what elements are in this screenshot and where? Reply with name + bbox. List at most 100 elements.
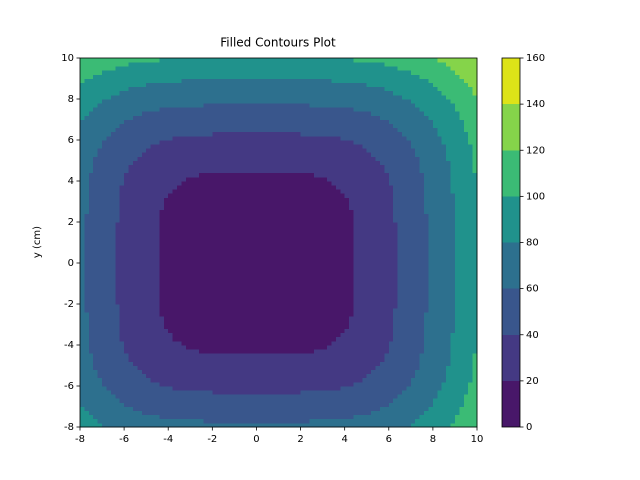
contour-cell xyxy=(357,234,363,239)
contour-cell xyxy=(229,205,235,211)
contour-cell xyxy=(265,271,271,276)
contour-cell xyxy=(252,205,257,211)
contour-cell xyxy=(274,304,279,309)
contour-cell xyxy=(402,238,407,243)
contour-cell xyxy=(159,230,165,235)
contour-cell xyxy=(278,230,284,235)
contour-cell xyxy=(424,271,429,276)
contour-cell xyxy=(119,390,125,395)
contour-cell xyxy=(282,406,288,411)
contour-cell xyxy=(225,332,231,338)
contour-cell xyxy=(252,373,257,379)
contour-cell xyxy=(124,414,129,420)
contour-cell xyxy=(327,345,332,350)
contour-cell xyxy=(340,291,346,297)
contour-cell xyxy=(216,279,222,284)
contour-cell xyxy=(97,246,103,252)
contour-cell xyxy=(265,373,271,379)
contour-cell xyxy=(309,377,315,383)
contour-cell xyxy=(274,299,279,305)
contour-cell xyxy=(97,205,103,211)
contour-cell xyxy=(318,238,324,243)
contour-cell xyxy=(97,422,103,428)
contour-cell xyxy=(119,345,125,350)
contour-cell xyxy=(225,320,231,325)
contour-cell xyxy=(159,361,165,366)
contour-cell xyxy=(274,361,279,366)
contour-cell xyxy=(432,381,438,387)
contour-cell xyxy=(137,328,143,334)
contour-cell xyxy=(141,402,147,407)
contour-cell xyxy=(207,209,213,215)
contour-cell xyxy=(309,312,315,317)
contour-cell xyxy=(384,361,390,366)
contour-cell xyxy=(415,349,421,354)
contour-cell xyxy=(300,373,306,379)
contour-cell xyxy=(203,213,209,219)
contour-cell xyxy=(304,213,310,219)
contour-cell xyxy=(274,222,279,227)
contour-cell xyxy=(468,402,473,407)
contour-cell xyxy=(238,238,244,243)
contour-cell xyxy=(93,410,99,416)
contour-cell xyxy=(265,250,271,256)
contour-cell xyxy=(472,283,478,288)
contour-cell xyxy=(322,238,328,243)
contour-cell xyxy=(410,332,416,338)
contour-cell xyxy=(468,398,473,403)
contour-cell xyxy=(282,291,288,297)
contour-cell xyxy=(335,283,341,288)
contour-cell xyxy=(141,332,147,338)
contour-cell xyxy=(110,185,116,190)
contour-cell xyxy=(93,320,99,325)
contour-cell xyxy=(304,238,310,243)
contour-cell xyxy=(379,213,385,219)
contour-cell xyxy=(375,361,381,366)
contour-cell xyxy=(229,254,235,260)
contour-cell xyxy=(459,381,465,387)
contour-cell xyxy=(260,320,266,325)
contour-cell xyxy=(357,238,363,243)
contour-cell xyxy=(397,226,403,231)
contour-cell xyxy=(252,263,257,268)
contour-cell xyxy=(199,213,204,219)
contour-cell xyxy=(194,312,200,317)
contour-cell xyxy=(437,386,443,391)
contour-cell xyxy=(212,209,218,215)
contour-cell xyxy=(402,213,407,219)
contour-cell xyxy=(331,340,337,346)
contour-cell xyxy=(199,361,204,366)
contour-cell xyxy=(344,242,350,247)
contour-cell xyxy=(199,410,204,416)
contour-cell xyxy=(234,406,240,411)
contour-cell xyxy=(221,377,226,383)
contour-cell xyxy=(238,414,244,420)
contour-cell xyxy=(243,316,249,321)
contour-cell xyxy=(388,230,394,235)
contour-cell xyxy=(318,320,324,325)
contour-cell xyxy=(84,275,90,280)
contour-cell xyxy=(247,234,253,239)
contour-cell xyxy=(199,246,204,252)
contour-cell xyxy=(229,328,235,334)
contour-cell xyxy=(432,205,438,211)
contour-cell xyxy=(340,365,346,370)
contour-cell xyxy=(88,222,94,227)
contour-cell xyxy=(115,185,121,190)
contour-cell xyxy=(313,213,319,219)
contour-cell xyxy=(459,402,465,407)
contour-cell xyxy=(234,316,240,321)
contour-cell xyxy=(393,353,398,358)
contour-cell xyxy=(454,373,460,379)
contour-cell xyxy=(93,345,99,350)
contour-cell xyxy=(327,283,332,288)
contour-cell xyxy=(132,291,138,297)
contour-cell xyxy=(450,283,456,288)
contour-cell xyxy=(132,205,138,211)
contour-cell xyxy=(84,332,90,338)
contour-cell xyxy=(349,254,354,260)
contour-cell xyxy=(402,287,407,293)
contour-cell xyxy=(247,369,253,375)
contour-cell xyxy=(172,230,178,235)
contour-cell xyxy=(450,390,456,395)
